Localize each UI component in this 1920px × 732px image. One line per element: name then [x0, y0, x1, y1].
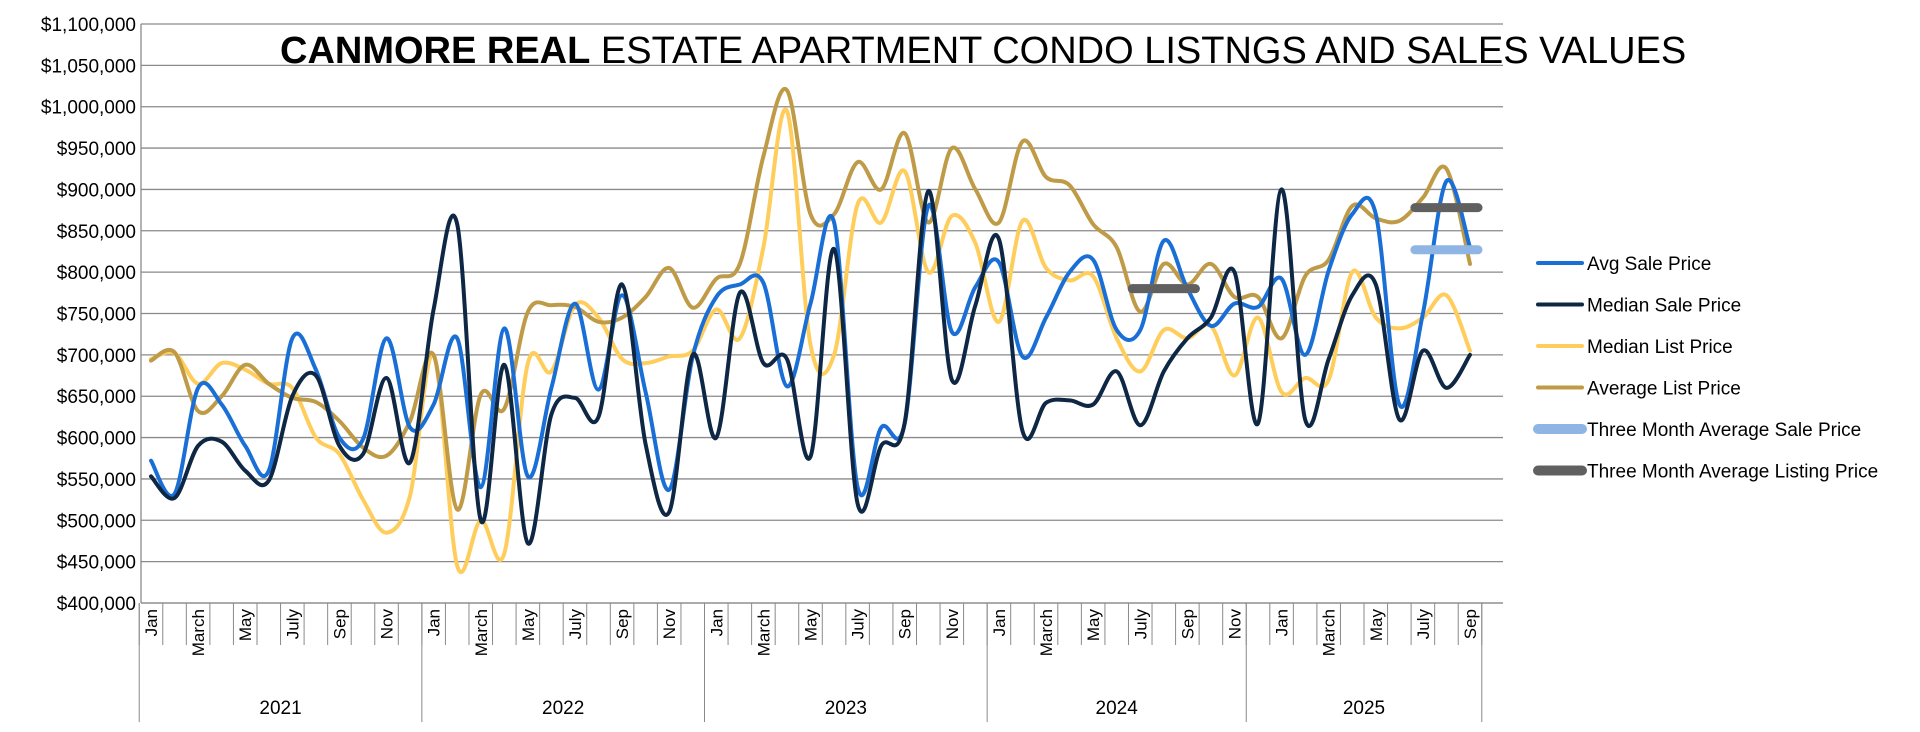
y-tick-label: $650,000 — [57, 387, 136, 408]
legend: Avg Sale Price Median Sale Price Median Li… — [1533, 254, 1878, 483]
x-tick-label: May — [519, 609, 538, 642]
x-tick-label: Jan — [142, 609, 161, 636]
legend-label: Median List Price — [1587, 337, 1733, 358]
x-tick-label: Jan — [425, 609, 444, 636]
series-line-median-sale-price — [149, 187, 1472, 546]
x-tick-label: July — [566, 609, 585, 640]
x-tick-label: July — [1414, 609, 1433, 640]
x-axis-labels: Jan March May July Sep Nov Jan March May July Sep N… — [138, 603, 1483, 656]
x-tick-label: Nov — [660, 609, 679, 640]
year-groups: 2021 2022 2023 2024 2025 — [138, 603, 1483, 722]
x-tick-label: May — [1084, 609, 1103, 642]
x-tick-label: July — [1131, 609, 1150, 640]
x-tick-label: May — [802, 609, 821, 642]
legend-label: Three Month Average Sale Price — [1587, 420, 1861, 441]
x-tick-label: March — [1320, 609, 1339, 656]
year-label: 2025 — [1343, 698, 1385, 719]
y-tick-label: $700,000 — [57, 346, 136, 367]
year-label: 2022 — [542, 698, 584, 719]
y-tick-label: $800,000 — [57, 263, 136, 284]
series-group — [149, 86, 1472, 575]
y-tick-label: $1,050,000 — [41, 56, 136, 77]
y-tick-label: $900,000 — [57, 180, 136, 201]
legend-label: Median Sale Price — [1587, 296, 1741, 317]
y-tick-label: $1,100,000 — [41, 15, 136, 36]
y-tick-label: $400,000 — [57, 594, 136, 615]
x-tick-label: Nov — [378, 609, 397, 640]
x-tick-label: May — [236, 609, 255, 642]
x-tick-label: Jan — [990, 609, 1009, 636]
x-tick-label: Sep — [613, 609, 632, 639]
chart-title-rest: ESTATE APARTMENT CONDO LISTNGS AND SALES… — [590, 30, 1686, 72]
y-tick-label: $750,000 — [57, 305, 136, 326]
x-tick-label: May — [1367, 609, 1386, 642]
x-tick-label: Jan — [1273, 609, 1292, 636]
chart-title: CANMORE REAL ESTATE APARTMENT CONDO LIST… — [280, 30, 1686, 72]
year-label: 2024 — [1096, 698, 1139, 719]
x-tick-label: Sep — [1461, 609, 1480, 639]
y-tick-label: $600,000 — [57, 429, 136, 450]
legend-label: Three Month Average Listing Price — [1587, 462, 1878, 483]
x-tick-label: March — [189, 609, 208, 656]
series-line-average-list-price — [149, 86, 1472, 512]
chart-title-bold: CANMORE REAL — [280, 30, 590, 72]
y-axis-labels: $400,000 $450,000 $500,000 $550,000 $600,000… — [41, 15, 136, 615]
legend-label: Average List Price — [1587, 379, 1741, 400]
legend-label: Avg Sale Price — [1587, 254, 1711, 275]
x-tick-label: March — [472, 609, 491, 656]
x-tick-label: Sep — [330, 609, 349, 639]
year-label: 2023 — [825, 698, 867, 719]
y-tick-label: $850,000 — [57, 222, 136, 243]
x-tick-label: Sep — [1178, 609, 1197, 639]
series-line-median-list-price — [149, 107, 1472, 575]
x-tick-label: March — [1037, 609, 1056, 656]
x-tick-label: Nov — [1225, 609, 1244, 640]
y-tick-label: $1,000,000 — [41, 98, 136, 119]
x-tick-label: July — [283, 609, 302, 640]
y-tick-label: $950,000 — [57, 139, 136, 160]
x-tick-label: Sep — [896, 609, 915, 639]
x-tick-label: March — [754, 609, 773, 656]
x-tick-label: July — [849, 609, 868, 640]
three-month-averages — [1127, 203, 1483, 294]
x-tick-label: Jan — [707, 609, 726, 636]
y-tick-label: $450,000 — [57, 553, 136, 574]
y-tick-label: $500,000 — [57, 511, 136, 532]
gridlines — [141, 23, 1503, 604]
y-tick-label: $550,000 — [57, 470, 136, 491]
x-tick-label: Nov — [943, 609, 962, 640]
series-line-avg-sale-price — [149, 178, 1472, 499]
year-label: 2021 — [259, 698, 301, 719]
